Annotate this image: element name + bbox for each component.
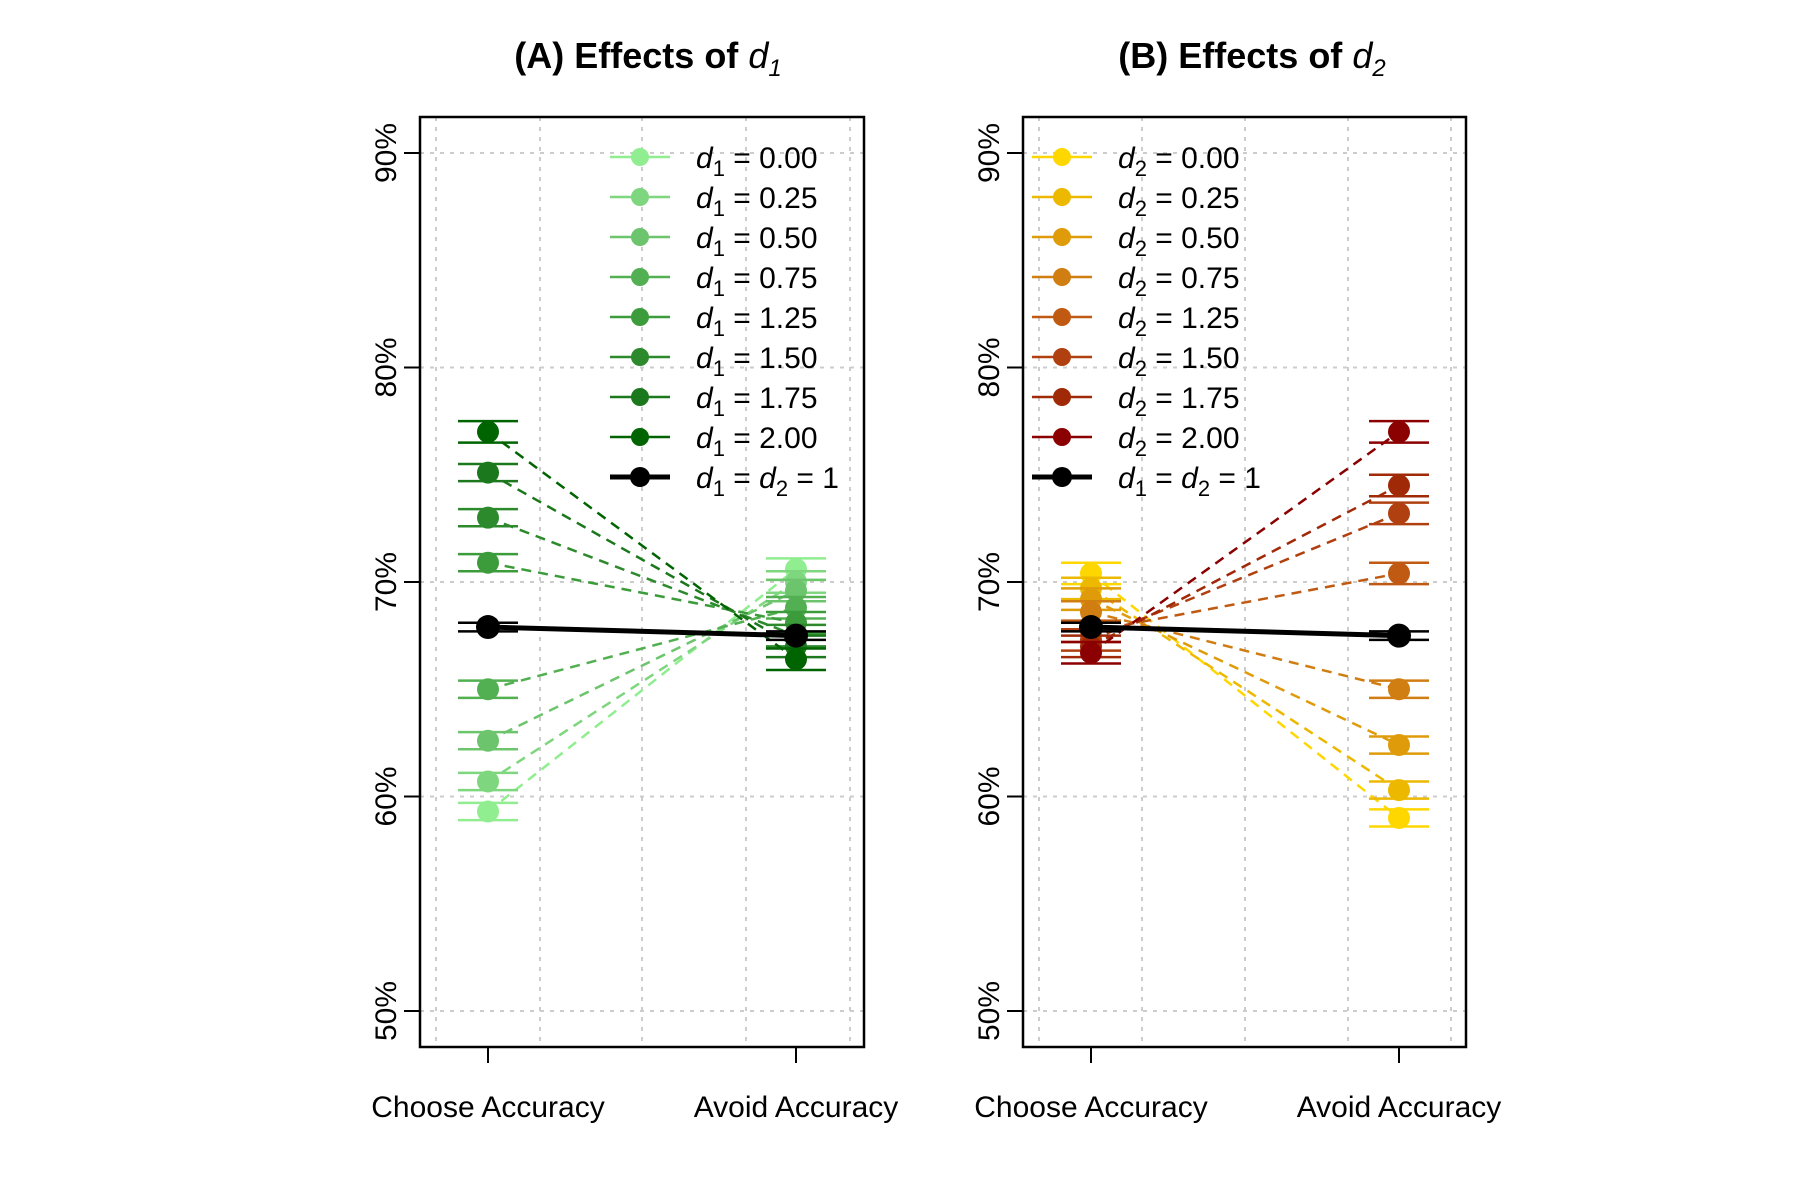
x-tick-label: Choose Accuracy <box>371 1091 604 1124</box>
y-tick-label: 90% <box>370 123 403 183</box>
legend-swatch-point <box>631 188 649 206</box>
data-point <box>1388 806 1410 829</box>
legend-label: d1 = 1.75 <box>696 382 818 421</box>
legend-swatch-point <box>630 467 650 487</box>
legend-label: d1 = 0.25 <box>696 182 818 221</box>
data-point <box>477 420 499 443</box>
series-line <box>1090 598 1400 747</box>
legend-swatch-point <box>1053 188 1071 206</box>
reference-point <box>1079 615 1103 640</box>
legend-swatch-point <box>631 348 649 366</box>
legend-swatch-point <box>631 148 649 166</box>
legend-swatch-point <box>1053 308 1071 326</box>
series-line <box>1090 484 1400 648</box>
x-tick-label: Choose Accuracy <box>974 1091 1207 1124</box>
reference-point <box>476 615 500 640</box>
y-tick-label: 90% <box>973 123 1006 183</box>
panel-a: (A) Effects of d1 50% 60% 70% 80% 90% Choose … <box>370 35 898 1124</box>
y-tick-label: 60% <box>370 766 403 826</box>
legend-swatch-point <box>631 228 649 246</box>
legend-label: d2 = 0.00 <box>1118 142 1240 181</box>
series-line <box>1090 610 1400 691</box>
legend-swatch-point <box>1053 228 1071 246</box>
reference-point <box>1387 623 1411 648</box>
data-point <box>477 800 499 823</box>
panel-b: (B) Effects of d2 50% 60% 70% 80% 90% Choose … <box>973 35 1501 1124</box>
legend-swatch-point <box>1053 428 1071 446</box>
legend-label: d1 = d2 = 1 <box>696 462 839 501</box>
legend-swatch-point <box>1053 148 1071 166</box>
legend-label: d1 = 1.50 <box>696 342 818 381</box>
series-line <box>487 606 797 691</box>
x-tick-label: Avoid Accuracy <box>1297 1091 1502 1124</box>
panel-b-title: (B) Effects of d2 <box>1118 35 1385 82</box>
series-line <box>487 471 797 648</box>
legend-swatch-point <box>631 308 649 326</box>
legend-label: d1 = 0.00 <box>696 142 818 181</box>
data-point <box>477 551 499 574</box>
legend-swatch-point <box>631 268 649 286</box>
y-tick-label: 50% <box>973 981 1006 1041</box>
data-point <box>1388 502 1410 525</box>
y-tick-label: 50% <box>370 981 403 1041</box>
legend-label: d1 = d2 = 1 <box>1118 462 1261 501</box>
series-line <box>487 589 797 742</box>
data-point <box>1388 420 1410 443</box>
legend-label: d2 = 2.00 <box>1118 422 1240 461</box>
panel-a-title: (A) Effects of d1 <box>514 35 781 82</box>
reference-line <box>487 624 797 639</box>
data-point <box>1388 562 1410 585</box>
data-point <box>1388 779 1410 802</box>
legend-swatch-point <box>1053 388 1071 406</box>
series-line <box>487 568 797 813</box>
data-point <box>477 678 499 701</box>
legend-label: d2 = 0.50 <box>1118 222 1240 261</box>
data-point <box>477 506 499 529</box>
series-line <box>1090 587 1400 792</box>
legend-label: d1 = 0.75 <box>696 262 818 301</box>
data-point <box>477 461 499 484</box>
y-tick-label: 60% <box>973 766 1006 826</box>
series-line <box>1090 572 1400 633</box>
legend-swatch-point <box>1052 467 1072 487</box>
legend-swatch-point <box>1053 348 1071 366</box>
series-line <box>1090 572 1400 819</box>
series-line <box>487 561 797 624</box>
x-tick-label: Avoid Accuracy <box>694 1091 899 1124</box>
series-line <box>1090 430 1400 654</box>
legend-label: d1 = 2.00 <box>696 422 818 461</box>
y-tick-label: 70% <box>370 552 403 612</box>
data-point <box>1388 734 1410 757</box>
reference-point <box>784 623 808 648</box>
data-point <box>1388 474 1410 497</box>
legend-label: d2 = 1.25 <box>1118 302 1240 341</box>
legend-label: d1 = 1.25 <box>696 302 818 341</box>
y-tick-label: 80% <box>973 337 1006 397</box>
data-point <box>1080 641 1102 664</box>
legend-label: d2 = 1.50 <box>1118 342 1240 381</box>
y-tick-label: 80% <box>370 337 403 397</box>
legend-label: d2 = 0.25 <box>1118 182 1240 221</box>
data-point <box>477 770 499 793</box>
reference-line <box>1090 624 1400 639</box>
data-point <box>785 648 807 671</box>
data-point <box>1388 678 1410 701</box>
data-point <box>477 729 499 752</box>
legend-label: d2 = 1.75 <box>1118 382 1240 421</box>
y-tick-label: 70% <box>973 552 1006 612</box>
legend-label: d2 = 0.75 <box>1118 262 1240 301</box>
legend-swatch-point <box>1053 268 1071 286</box>
series-line <box>487 430 797 661</box>
legend-swatch-point <box>631 428 649 446</box>
legend-swatch-point <box>631 388 649 406</box>
legend-label: d1 = 0.50 <box>696 222 818 261</box>
